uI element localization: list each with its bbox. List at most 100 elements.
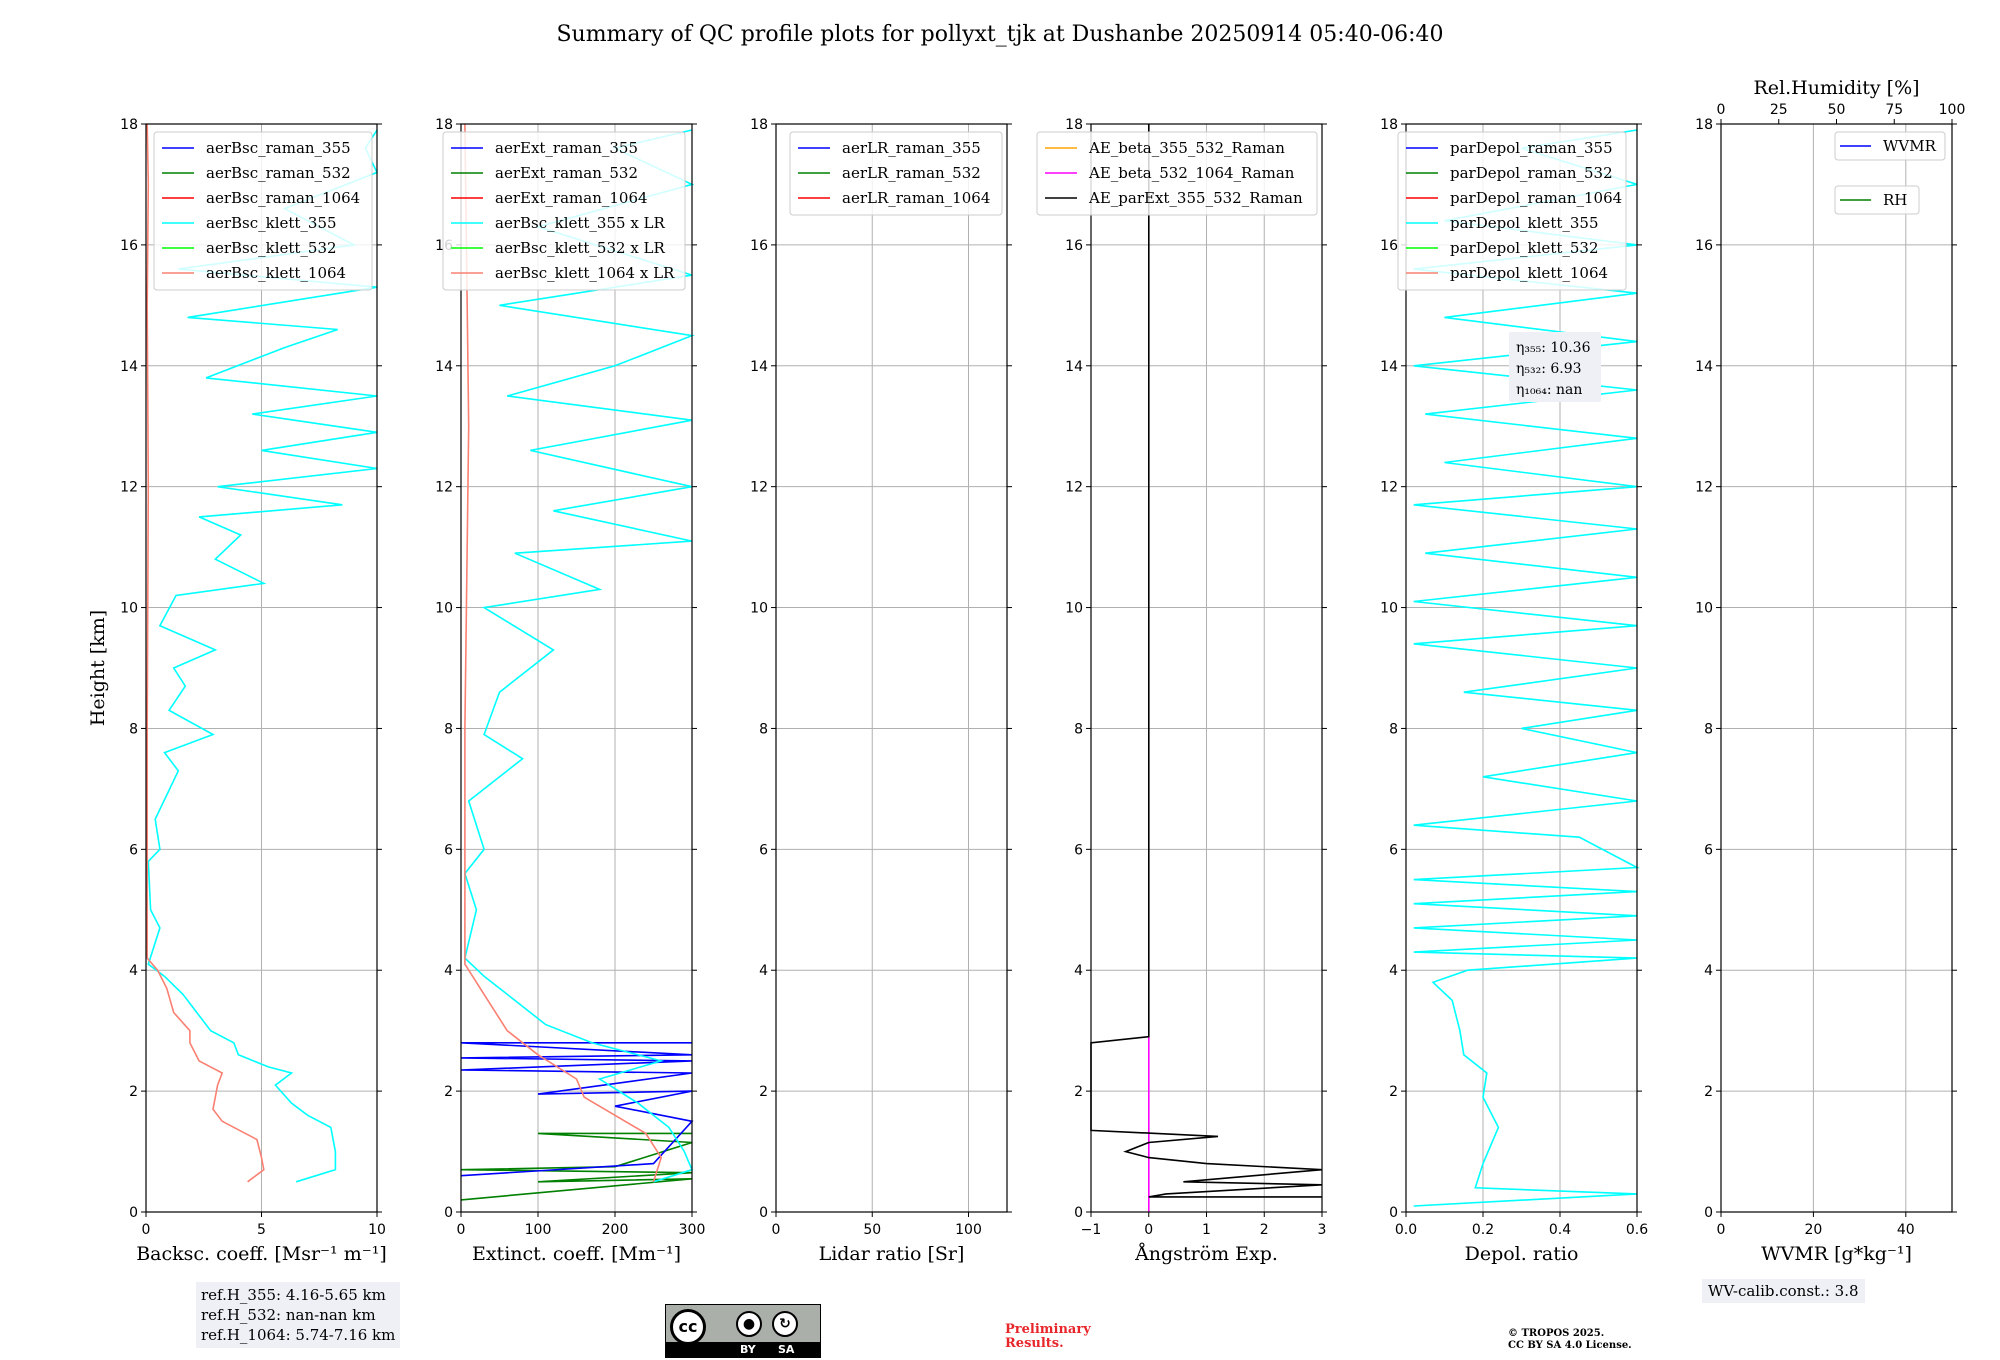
x-tick-label: 100	[525, 1222, 552, 1238]
y-tick-label: 10	[750, 601, 768, 617]
y-tick-label: 18	[435, 117, 453, 133]
x-tick-label: 0	[1144, 1222, 1153, 1238]
legend-label: AE_parExt_355_532_Raman	[1088, 189, 1303, 207]
badge-by-label: BY	[740, 1343, 756, 1356]
cc-icon: cc	[670, 1309, 706, 1345]
y-tick-label: 14	[1065, 359, 1083, 375]
legend-box	[789, 131, 1003, 216]
y-tick-label: 14	[120, 359, 138, 375]
y-tick-label: 2	[1074, 1084, 1083, 1100]
y-tick-label: 10	[1380, 601, 1398, 617]
series-aerBsc_klett_1064	[146, 123, 265, 1183]
x-tick-label: −1	[1081, 1222, 1102, 1238]
legend-label: aerBsc_klett_532 x LR	[495, 239, 666, 257]
y-tick-label: 12	[750, 480, 768, 496]
y-tick-label: 18	[750, 117, 768, 133]
panel-bsc: 0 2 4 6 8 10 12 14 16 18 0 5 10 Backsc. coeff. [Msr⁻¹…	[120, 117, 387, 1265]
y-tick-label: 2	[1389, 1084, 1398, 1100]
y-tick-label: 10	[435, 601, 453, 617]
legend-box	[1397, 131, 1627, 291]
panel-depol: 0 2 4 6 8 10 12 14 16 18 0.0 0.2 0.4 0.6 Depol. ratio p…	[1380, 117, 1648, 1265]
by-person-icon: ●	[736, 1311, 762, 1337]
badge-bar	[666, 1342, 820, 1357]
x-tick-label: 0	[1717, 1222, 1726, 1238]
y-tick-label: 6	[1389, 842, 1398, 858]
x-tick-label: 0	[457, 1222, 466, 1238]
legend-label: aerBsc_klett_1064	[206, 264, 346, 282]
eta-1064: η₁₀₆₄: nan	[1516, 382, 1582, 398]
top-x-tick-label: 50	[1828, 102, 1846, 118]
y-tick-label: 16	[1065, 238, 1083, 254]
badge-sa-label: SA	[778, 1343, 795, 1356]
y-tick-label: 0	[759, 1205, 768, 1221]
y-tick-label: 0	[1389, 1205, 1398, 1221]
preliminary-line2: Results.	[1005, 1336, 1064, 1351]
x-tick-label: 0.2	[1472, 1222, 1494, 1238]
x-tick-label: 300	[679, 1222, 706, 1238]
x-tick-label: 20	[1804, 1222, 1822, 1238]
axes-frame	[775, 123, 1008, 1213]
eta-532: η₅₃₂: 6.93	[1516, 361, 1582, 377]
legend-label: aerBsc_klett_355	[206, 214, 337, 232]
preliminary-note: Preliminary Results.	[1005, 1323, 1091, 1351]
y-tick-label: 2	[759, 1084, 768, 1100]
legend-label: parDepol_klett_532	[1450, 239, 1599, 257]
y-tick-label: 14	[1380, 359, 1398, 375]
copyright-note: © TROPOS 2025. CC BY SA 4.0 License.	[1508, 1328, 1632, 1352]
cc-by-sa-badge: cc ● ↻ BY SA	[665, 1304, 821, 1358]
series-AE_parExt_355_532_Raman	[1090, 124, 1323, 1198]
figure-title: Summary of QC profile plots for pollyxt_…	[556, 22, 1444, 47]
y-tick-label: 8	[759, 721, 768, 737]
y-tick-label: 12	[1065, 480, 1083, 496]
y-tick-label: 0	[129, 1205, 138, 1221]
series-parDepol_klett_355	[1413, 129, 1640, 1207]
series-aerBsc_klett_355	[147, 129, 379, 1183]
x-tick-label: 40	[1897, 1222, 1915, 1238]
x-tick-label: 100	[955, 1222, 982, 1238]
y-tick-label: 8	[1704, 721, 1713, 737]
legend-label: parDepol_raman_532	[1450, 164, 1613, 182]
y-tick-label: 8	[444, 721, 453, 737]
reference-height-box: ref.H_355: 4.16-5.65 km ref.H_532: nan-n…	[196, 1282, 401, 1348]
y-tick-label: 8	[1389, 721, 1398, 737]
legend-box	[442, 131, 686, 291]
y-tick-label: 4	[759, 963, 768, 979]
x-axis-label: Backsc. coeff. [Msr⁻¹ m⁻¹]	[136, 1243, 387, 1265]
legend-label: aerBsc_raman_355	[206, 139, 351, 157]
legend-label: RH	[1883, 191, 1907, 209]
x-tick-label: 0	[142, 1222, 151, 1238]
y-tick-label: 4	[129, 963, 138, 979]
y-tick-label: 12	[120, 480, 138, 496]
legend-label: aerBsc_raman_532	[206, 164, 351, 182]
legend-label: aerExt_raman_355	[495, 139, 638, 157]
y-tick-label: 6	[1704, 842, 1713, 858]
legend-label: AE_beta_355_532_Raman	[1088, 139, 1285, 157]
x-tick-label: 10	[368, 1222, 386, 1238]
top-x-tick-label: 100	[1939, 102, 1966, 118]
y-axis-label: Height [km]	[87, 610, 109, 726]
y-tick-label: 6	[129, 842, 138, 858]
axes-frame	[1720, 123, 1953, 1213]
y-tick-label: 0	[444, 1205, 453, 1221]
x-tick-label: 3	[1318, 1222, 1327, 1238]
sa-share-icon: ↻	[772, 1311, 798, 1337]
y-tick-label: 12	[1695, 480, 1713, 496]
y-tick-label: 10	[1695, 601, 1713, 617]
y-tick-label: 16	[1380, 238, 1398, 254]
y-tick-label: 14	[1695, 359, 1713, 375]
y-tick-label: 12	[1380, 480, 1398, 496]
y-tick-label: 12	[435, 480, 453, 496]
legend-label: parDepol_klett_355	[1450, 214, 1599, 232]
series-aerBsc_klett_1064 x LR	[464, 123, 663, 1183]
legend-label: aerLR_raman_1064	[842, 189, 990, 207]
x-tick-label: 0.4	[1549, 1222, 1571, 1238]
legend-label: aerLR_raman_355	[842, 139, 981, 157]
y-tick-label: 8	[1074, 721, 1083, 737]
ref-height-1064: ref.H_1064: 5.74-7.16 km	[201, 1326, 396, 1344]
legend-label: aerBsc_klett_532	[206, 239, 337, 257]
axes-frame	[1405, 123, 1638, 1213]
y-tick-label: 18	[120, 117, 138, 133]
